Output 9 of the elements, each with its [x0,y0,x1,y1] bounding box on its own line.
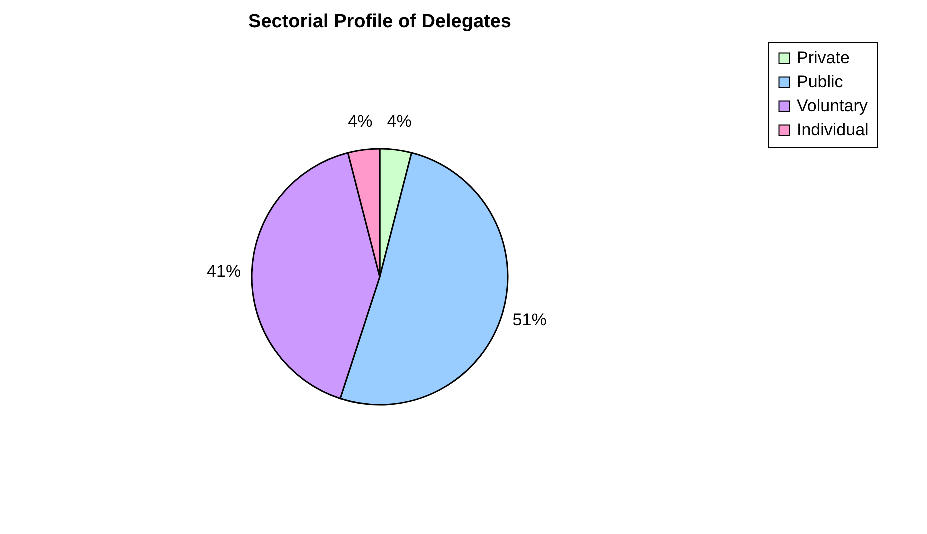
data-label: 41% [207,262,242,282]
data-label: 4% [348,112,373,132]
legend-label: Public [797,72,844,92]
chart-title: Sectorial Profile of Delegates [248,12,512,32]
data-label: 4% [387,112,412,132]
data-label: 51% [512,310,547,330]
legend-label: Voluntary [797,96,868,116]
legend-label: Individual [797,120,869,140]
legend-label: Private [797,48,850,68]
